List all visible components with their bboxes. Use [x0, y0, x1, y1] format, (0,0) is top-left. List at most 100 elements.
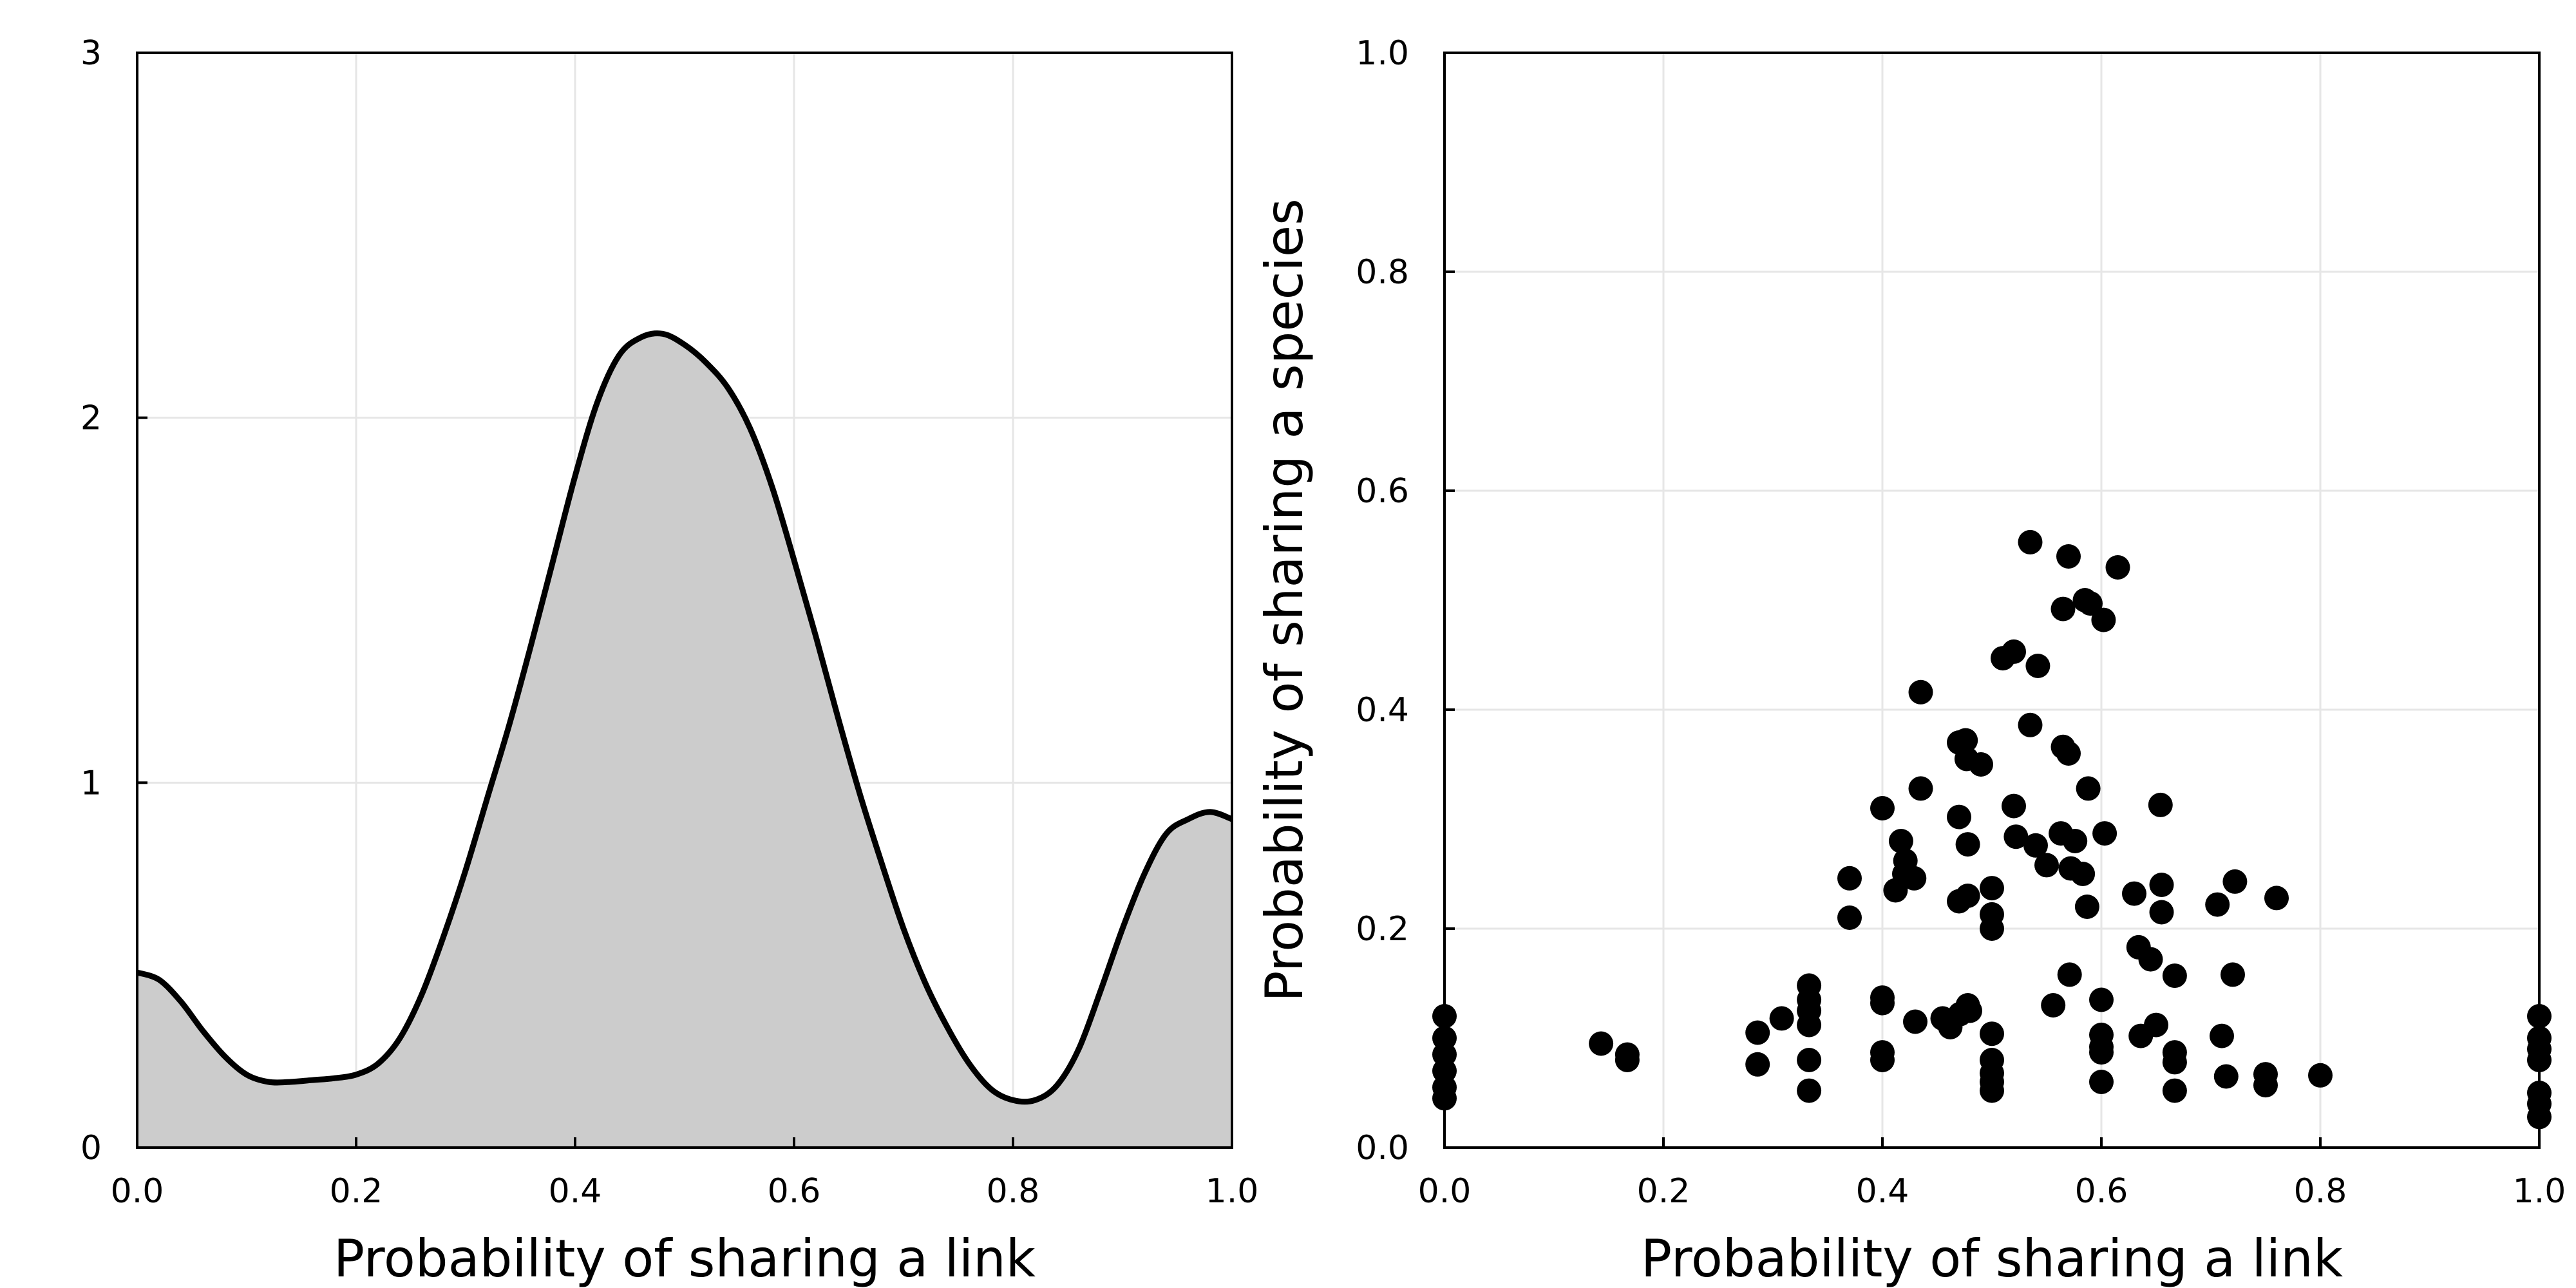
density-y-ticks: 0 1 2 3	[80, 34, 147, 1168]
scatter-point	[2092, 821, 2117, 846]
scatter-point	[1953, 728, 1978, 753]
scatter-point	[1980, 1021, 2004, 1046]
scatter-panel: 0.0 0.2 0.4 0.6 0.8 1.0 0.0 0.2 0.4 0.6 0.8 1.0 Pr…	[1255, 34, 2566, 1288]
scatter-point	[2264, 886, 2289, 911]
scatter-point	[1589, 1031, 1614, 1056]
density-x-tick-label: 0.4	[549, 1172, 602, 1211]
scatter-point	[2034, 853, 2059, 878]
density-y-tick-label: 2	[80, 399, 102, 438]
scatter-point	[2162, 963, 2187, 989]
scatter-point	[1745, 1020, 1770, 1045]
scatter-point	[1980, 876, 2004, 901]
scatter-point	[1980, 1078, 2004, 1103]
scatter-point	[1797, 1048, 1822, 1072]
scatter-point	[1903, 1009, 1927, 1034]
density-y-tick-label: 3	[80, 34, 102, 73]
scatter-x-tick-label: 1.0	[2513, 1172, 2566, 1211]
scatter-y-tick-label: 0.4	[1356, 691, 1409, 730]
scatter-x-tick-label: 0.2	[1637, 1172, 1690, 1211]
scatter-point	[1797, 1012, 1822, 1037]
scatter-point	[1958, 998, 1982, 1023]
scatter-point	[2057, 962, 2082, 987]
density-x-tick-label: 0.6	[768, 1172, 821, 1211]
scatter-plot-frame	[1443, 52, 2541, 1149]
density-area-fill	[137, 333, 1232, 1148]
scatter-x-tick-label: 0.6	[2075, 1172, 2128, 1211]
scatter-point	[2210, 1023, 2234, 1048]
scatter-point	[2162, 1078, 2187, 1103]
scatter-point	[2149, 873, 2174, 897]
scatter-point	[2222, 869, 2248, 894]
scatter-point	[1769, 1006, 1794, 1031]
scatter-point	[1955, 884, 1980, 908]
scatter-x-axis-label: Probability of sharing a link	[1641, 1229, 2344, 1288]
scatter-point	[2144, 1012, 2168, 1037]
scatter-point	[1888, 829, 1913, 853]
scatter-point	[1955, 832, 1980, 857]
scatter-point	[2091, 607, 2116, 632]
scatter-point	[2205, 892, 2230, 917]
scatter-point	[2025, 654, 2050, 678]
scatter-y-tick-label: 0.6	[1356, 472, 1409, 511]
scatter-point	[2074, 895, 2099, 919]
scatter-point	[2105, 555, 2130, 580]
scatter-point	[2213, 1064, 2239, 1089]
scatter-point	[2050, 596, 2076, 621]
scatter-point	[2089, 1040, 2114, 1065]
scatter-point	[2002, 793, 2026, 819]
scatter-point	[2070, 862, 2096, 886]
density-panel: 0.0 0.2 0.4 0.6 0.8 1.0 0 1 2 3 Probability of s…	[80, 34, 1258, 1288]
density-curve-line	[136, 330, 1233, 1105]
scatter-point	[2002, 639, 2026, 664]
scatter-x-tick-label: 0.8	[2294, 1172, 2347, 1211]
scatter-point	[2308, 1063, 2333, 1088]
scatter-y-tick-label: 0.2	[1356, 910, 1409, 949]
scatter-point	[2138, 947, 2163, 972]
scatter-y-ticks: 0.0 0.2 0.4 0.6 0.8 1.0	[1356, 34, 1455, 1168]
scatter-point	[1908, 679, 1933, 705]
scatter-y-tick-label: 0.8	[1356, 253, 1409, 292]
scatter-point	[2003, 824, 2029, 849]
scatter-point	[1615, 1048, 1640, 1072]
scatter-point	[1797, 1078, 1822, 1103]
scatter-point	[2076, 776, 2101, 801]
density-y-tick-label: 1	[80, 764, 102, 802]
scatter-point	[2162, 1050, 2187, 1075]
scatter-point	[1870, 990, 1895, 1016]
scatter-point	[2063, 829, 2088, 853]
scatter-x-tick-label: 0.0	[1418, 1172, 1472, 1211]
density-plot-frame	[136, 52, 1233, 1149]
density-y-tick-label: 0	[80, 1129, 102, 1168]
scatter-point	[1837, 866, 1862, 891]
scatter-y-axis-label: Probability of sharing a species	[1255, 198, 1314, 1002]
scatter-y-tick-label: 0.0	[1356, 1129, 1409, 1168]
scatter-point	[2056, 544, 2081, 569]
scatter-point	[1902, 866, 1927, 891]
scatter-point	[2023, 833, 2048, 858]
scatter-point	[2056, 741, 2081, 766]
scatter-x-tick-label: 0.4	[1856, 1172, 1909, 1211]
scatter-point	[2089, 987, 2114, 1012]
scatter-point	[1870, 796, 1895, 820]
scatter-point	[1870, 1048, 1895, 1072]
density-x-tick-label: 1.0	[1206, 1172, 1259, 1211]
density-x-axis-label: Probability of sharing a link	[334, 1229, 1036, 1288]
density-x-tick-label: 0.2	[330, 1172, 383, 1211]
density-x-ticks: 0.0 0.2 0.4 0.6 0.8 1.0	[111, 1137, 1259, 1211]
scatter-point	[1745, 1052, 1770, 1077]
scatter-point	[2078, 591, 2103, 616]
scatter-x-ticks: 0.0 0.2 0.4 0.6 0.8 1.0	[1418, 1137, 2566, 1211]
scatter-point	[1969, 752, 1993, 777]
scatter-point	[1908, 776, 1933, 801]
scatter-point	[2253, 1073, 2278, 1098]
scatter-point	[2089, 1070, 2114, 1094]
scatter-y-tick-label: 1.0	[1356, 34, 1409, 73]
scatter-point	[2018, 712, 2043, 737]
scatter-point	[1980, 916, 2004, 941]
scatter-point	[2149, 900, 2174, 925]
scatter-point	[2148, 792, 2173, 817]
scatter-point	[2018, 529, 2043, 554]
scatter-point	[2221, 962, 2245, 987]
scatter-points	[1432, 529, 2552, 1130]
